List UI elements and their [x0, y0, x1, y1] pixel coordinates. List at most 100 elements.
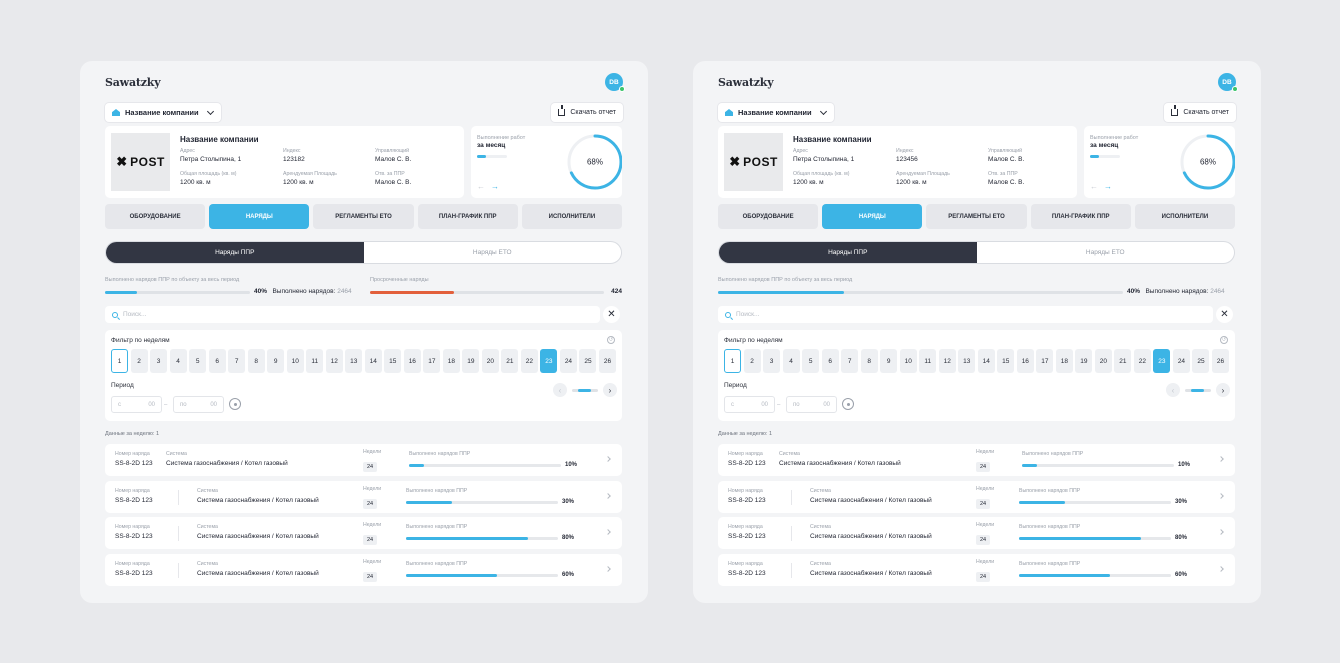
week-button[interactable]: 6: [208, 349, 226, 373]
calendar-icon[interactable]: [842, 398, 854, 410]
week-button[interactable]: 20: [481, 349, 499, 373]
order-row[interactable]: Номер наряда SS-8-2D 123 Система Система га…: [718, 444, 1235, 476]
period-to-input[interactable]: по 00: [786, 396, 837, 413]
user-avatar[interactable]: DB: [1218, 73, 1238, 92]
week-button[interactable]: 9: [880, 349, 898, 373]
company-select[interactable]: Название компании: [105, 103, 221, 122]
week-button[interactable]: 15: [997, 349, 1015, 373]
tab-2[interactable]: РЕГЛАМЕНТЫ ЕТО: [926, 204, 1027, 229]
week-button[interactable]: 7: [841, 349, 859, 373]
tab-2[interactable]: РЕГЛАМЕНТЫ ЕТО: [313, 204, 414, 229]
week-button[interactable]: 4: [782, 349, 800, 373]
order-row[interactable]: Номер наряда SS-8-2D 123 Система Система га…: [105, 554, 622, 587]
week-button[interactable]: 21: [1114, 349, 1132, 373]
week-button[interactable]: 17: [1036, 349, 1054, 373]
tab-1[interactable]: НАРЯДЫ: [209, 204, 310, 229]
chevron-right-icon[interactable]: [1218, 492, 1224, 499]
app-logo[interactable]: Sawatzky: [718, 76, 774, 89]
week-button[interactable]: 23: [540, 349, 558, 373]
tab-4[interactable]: ИСПОЛНИТЕЛИ: [521, 204, 623, 229]
week-button[interactable]: 26: [1211, 349, 1229, 373]
weeks-next-button[interactable]: ›: [603, 383, 617, 397]
week-button[interactable]: 19: [1075, 349, 1093, 373]
user-avatar[interactable]: DB: [605, 73, 625, 92]
week-button[interactable]: 18: [442, 349, 460, 373]
week-button[interactable]: 12: [938, 349, 956, 373]
clear-search-button[interactable]: ✕: [1216, 306, 1233, 323]
week-button[interactable]: 15: [384, 349, 402, 373]
week-button[interactable]: 5: [802, 349, 820, 373]
chevron-right-icon[interactable]: [1218, 529, 1224, 536]
week-button[interactable]: 1: [111, 349, 129, 373]
order-row[interactable]: Номер наряда SS-8-2D 123 Система Система га…: [105, 480, 622, 513]
segment-eto[interactable]: Наряды ЕТО: [1085, 249, 1125, 256]
week-button[interactable]: 13: [958, 349, 976, 373]
chevron-right-icon[interactable]: [605, 492, 611, 499]
week-button[interactable]: 17: [423, 349, 441, 373]
week-button[interactable]: 2: [130, 349, 148, 373]
weeks-next-button[interactable]: ›: [1216, 383, 1230, 397]
week-button[interactable]: 22: [520, 349, 538, 373]
tab-4[interactable]: ИСПОЛНИТЕЛИ: [1134, 204, 1236, 229]
order-row[interactable]: Номер наряда SS-8-2D 123 Система Система га…: [718, 554, 1235, 587]
segment-eto[interactable]: Наряды ЕТО: [472, 249, 512, 256]
search-input[interactable]: Поиск...: [718, 306, 1213, 323]
week-button[interactable]: 11: [919, 349, 937, 373]
week-button[interactable]: 11: [306, 349, 324, 373]
week-button[interactable]: 14: [364, 349, 382, 373]
company-select[interactable]: Название компании: [718, 103, 834, 122]
week-button[interactable]: 2: [743, 349, 761, 373]
tab-1[interactable]: НАРЯДЫ: [822, 204, 923, 229]
segment-ppr[interactable]: Наряды ППР: [106, 242, 364, 263]
tab-3[interactable]: ПЛАН-ГРАФИК ППР: [1030, 204, 1131, 229]
weeks-scroll-indicator[interactable]: [1185, 388, 1211, 392]
clear-search-button[interactable]: ✕: [603, 306, 620, 323]
week-button[interactable]: 25: [579, 349, 597, 373]
chevron-right-icon[interactable]: [1218, 566, 1224, 572]
week-button[interactable]: 21: [501, 349, 519, 373]
tab-0[interactable]: ОБОРУДОВАНИЕ: [718, 204, 819, 229]
week-button[interactable]: 18: [1055, 349, 1073, 373]
chevron-right-icon[interactable]: [1218, 456, 1224, 462]
period-from-input[interactable]: с 00: [724, 396, 775, 413]
weeks-prev-button[interactable]: ‹: [1166, 383, 1180, 397]
week-button[interactable]: 20: [1094, 349, 1112, 373]
tab-3[interactable]: ПЛАН-ГРАФИК ППР: [417, 204, 518, 229]
week-button[interactable]: 26: [598, 349, 616, 373]
tab-0[interactable]: ОБОРУДОВАНИЕ: [105, 204, 206, 229]
download-report-button[interactable]: Скачать отчет: [551, 103, 623, 122]
weeks-prev-button[interactable]: ‹: [553, 383, 567, 397]
week-button[interactable]: 8: [860, 349, 878, 373]
week-button[interactable]: 1: [724, 349, 742, 373]
week-button[interactable]: 10: [899, 349, 917, 373]
week-button[interactable]: 4: [169, 349, 187, 373]
week-button[interactable]: 8: [247, 349, 265, 373]
segment-ppr[interactable]: Наряды ППР: [719, 242, 977, 263]
reset-filter-icon[interactable]: ↺: [1220, 336, 1228, 344]
order-row[interactable]: Номер наряда SS-8-2D 123 Система Система га…: [718, 517, 1235, 550]
prev-period-arrow-icon[interactable]: ←: [477, 182, 485, 191]
prev-period-arrow-icon[interactable]: ←: [1090, 182, 1098, 191]
week-button[interactable]: 19: [462, 349, 480, 373]
week-button[interactable]: 22: [1133, 349, 1151, 373]
calendar-icon[interactable]: [229, 398, 241, 410]
week-button[interactable]: 6: [821, 349, 839, 373]
reset-filter-icon[interactable]: ↺: [607, 336, 615, 344]
week-button[interactable]: 3: [763, 349, 781, 373]
week-button[interactable]: 16: [403, 349, 421, 373]
next-period-arrow-icon[interactable]: →: [491, 182, 499, 191]
chevron-right-icon[interactable]: [605, 566, 611, 572]
order-row[interactable]: Номер наряда SS-8-2D 123 Система Система га…: [105, 444, 622, 476]
week-button[interactable]: 24: [1172, 349, 1190, 373]
week-button[interactable]: 25: [1192, 349, 1210, 373]
next-period-arrow-icon[interactable]: →: [1104, 182, 1112, 191]
week-button[interactable]: 3: [150, 349, 168, 373]
search-input[interactable]: Поиск...: [105, 306, 600, 323]
week-button[interactable]: 23: [1153, 349, 1171, 373]
chevron-right-icon[interactable]: [605, 529, 611, 536]
order-row[interactable]: Номер наряда SS-8-2D 123 Система Система га…: [718, 480, 1235, 513]
week-button[interactable]: 7: [228, 349, 246, 373]
week-button[interactable]: 14: [977, 349, 995, 373]
app-logo[interactable]: Sawatzky: [105, 76, 161, 89]
week-button[interactable]: 9: [267, 349, 285, 373]
